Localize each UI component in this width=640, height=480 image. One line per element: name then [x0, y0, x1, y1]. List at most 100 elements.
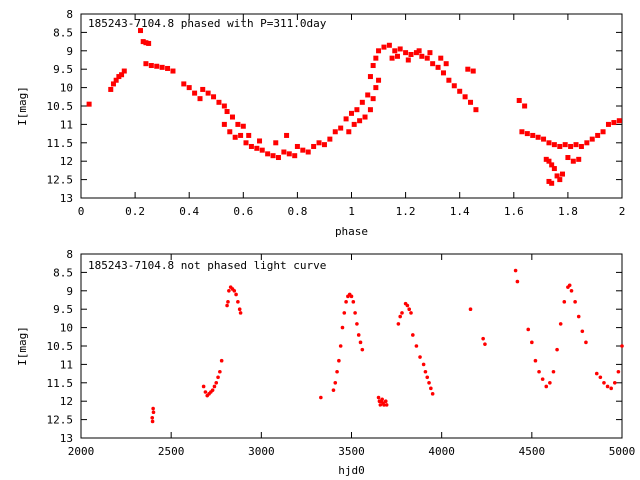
data-point — [576, 314, 581, 319]
data-point — [148, 63, 154, 69]
x-tick-label: 1.2 — [396, 205, 416, 218]
data-point — [349, 110, 354, 116]
data-point — [354, 107, 360, 113]
data-point — [335, 369, 339, 374]
data-point — [537, 369, 541, 374]
data-point — [370, 96, 376, 102]
data-point — [513, 268, 518, 273]
data-point — [113, 77, 119, 83]
y-tick-label: 9 — [66, 285, 73, 298]
data-point — [192, 90, 198, 96]
data-point — [462, 94, 468, 100]
x-axis: 2000 2500 3000 3500 4000 4500 5000 — [68, 254, 635, 458]
data-points — [150, 268, 624, 424]
data-point — [425, 375, 430, 380]
data-point — [86, 101, 92, 107]
data-point — [360, 347, 365, 352]
data-point — [416, 48, 422, 54]
data-point — [584, 340, 588, 345]
data-point — [240, 123, 246, 129]
data-point — [376, 77, 382, 83]
data-point — [370, 63, 376, 69]
data-point — [397, 46, 403, 52]
data-point — [281, 149, 287, 155]
data-point — [333, 381, 338, 385]
x-tick-label: 0.2 — [125, 205, 145, 218]
x-tick-label: 4500 — [519, 445, 546, 458]
y-tick-label: 11.5 — [47, 137, 74, 150]
data-point — [541, 136, 547, 142]
data-point — [373, 55, 379, 61]
data-point — [150, 419, 155, 424]
data-point — [600, 129, 606, 135]
data-point — [376, 48, 382, 54]
data-point — [270, 153, 276, 159]
x-tick-label: 2 — [619, 205, 626, 218]
data-point — [405, 303, 410, 308]
data-point — [616, 118, 622, 124]
data-point — [530, 132, 536, 138]
y-tick-label: 10 — [60, 322, 73, 335]
data-point — [367, 74, 373, 80]
data-point — [405, 57, 411, 63]
data-point — [248, 143, 254, 149]
data-point — [398, 314, 402, 319]
data-point — [346, 129, 352, 135]
y-tick-label: 12 — [60, 155, 73, 168]
data-point — [589, 136, 595, 142]
data-point — [205, 90, 211, 96]
data-point — [216, 375, 220, 380]
y-tick-label: 8.5 — [53, 266, 73, 279]
data-point — [546, 158, 552, 164]
data-point — [365, 92, 371, 98]
data-point — [201, 384, 206, 389]
plot-frame — [80, 253, 623, 439]
data-point — [383, 399, 388, 404]
data-point — [568, 143, 574, 149]
data-point — [443, 61, 449, 67]
data-point — [140, 39, 146, 45]
data-point — [535, 134, 541, 140]
data-point — [356, 333, 361, 337]
data-point — [400, 311, 404, 315]
data-point — [465, 66, 471, 72]
data-point — [221, 121, 227, 127]
data-point — [146, 40, 152, 46]
data-point — [292, 153, 298, 159]
data-point — [544, 384, 549, 389]
data-point — [151, 410, 156, 415]
data-point — [357, 118, 363, 124]
data-point — [389, 55, 395, 61]
y-tick-label: 12 — [60, 395, 73, 408]
data-point — [380, 397, 384, 402]
x-tick-label: 0.6 — [233, 205, 253, 218]
data-point — [165, 65, 171, 71]
data-point — [151, 406, 155, 411]
chart-title: 185243-7104.8 not phased light curve — [88, 259, 326, 272]
data-point — [238, 311, 243, 315]
data-point — [154, 63, 160, 69]
data-point — [236, 300, 240, 304]
data-point — [108, 86, 114, 92]
data-point — [578, 143, 584, 149]
data-point — [558, 322, 563, 326]
data-point — [227, 129, 233, 135]
y-tick-label: 10 — [60, 82, 73, 95]
data-point — [576, 156, 582, 162]
data-point — [232, 134, 238, 140]
data-point — [549, 162, 555, 168]
data-point — [557, 177, 563, 183]
x-tick-label: 2000 — [68, 445, 95, 458]
y-axis-label: I[mag] — [16, 326, 29, 366]
y-tick-label: 8 — [66, 248, 73, 261]
data-point — [519, 129, 525, 135]
data-point — [294, 143, 300, 149]
data-point — [569, 289, 574, 293]
data-point — [221, 103, 227, 109]
data-point — [457, 88, 463, 94]
data-point — [246, 132, 252, 138]
data-point — [116, 74, 122, 80]
data-point — [609, 386, 613, 391]
data-point — [522, 103, 528, 109]
